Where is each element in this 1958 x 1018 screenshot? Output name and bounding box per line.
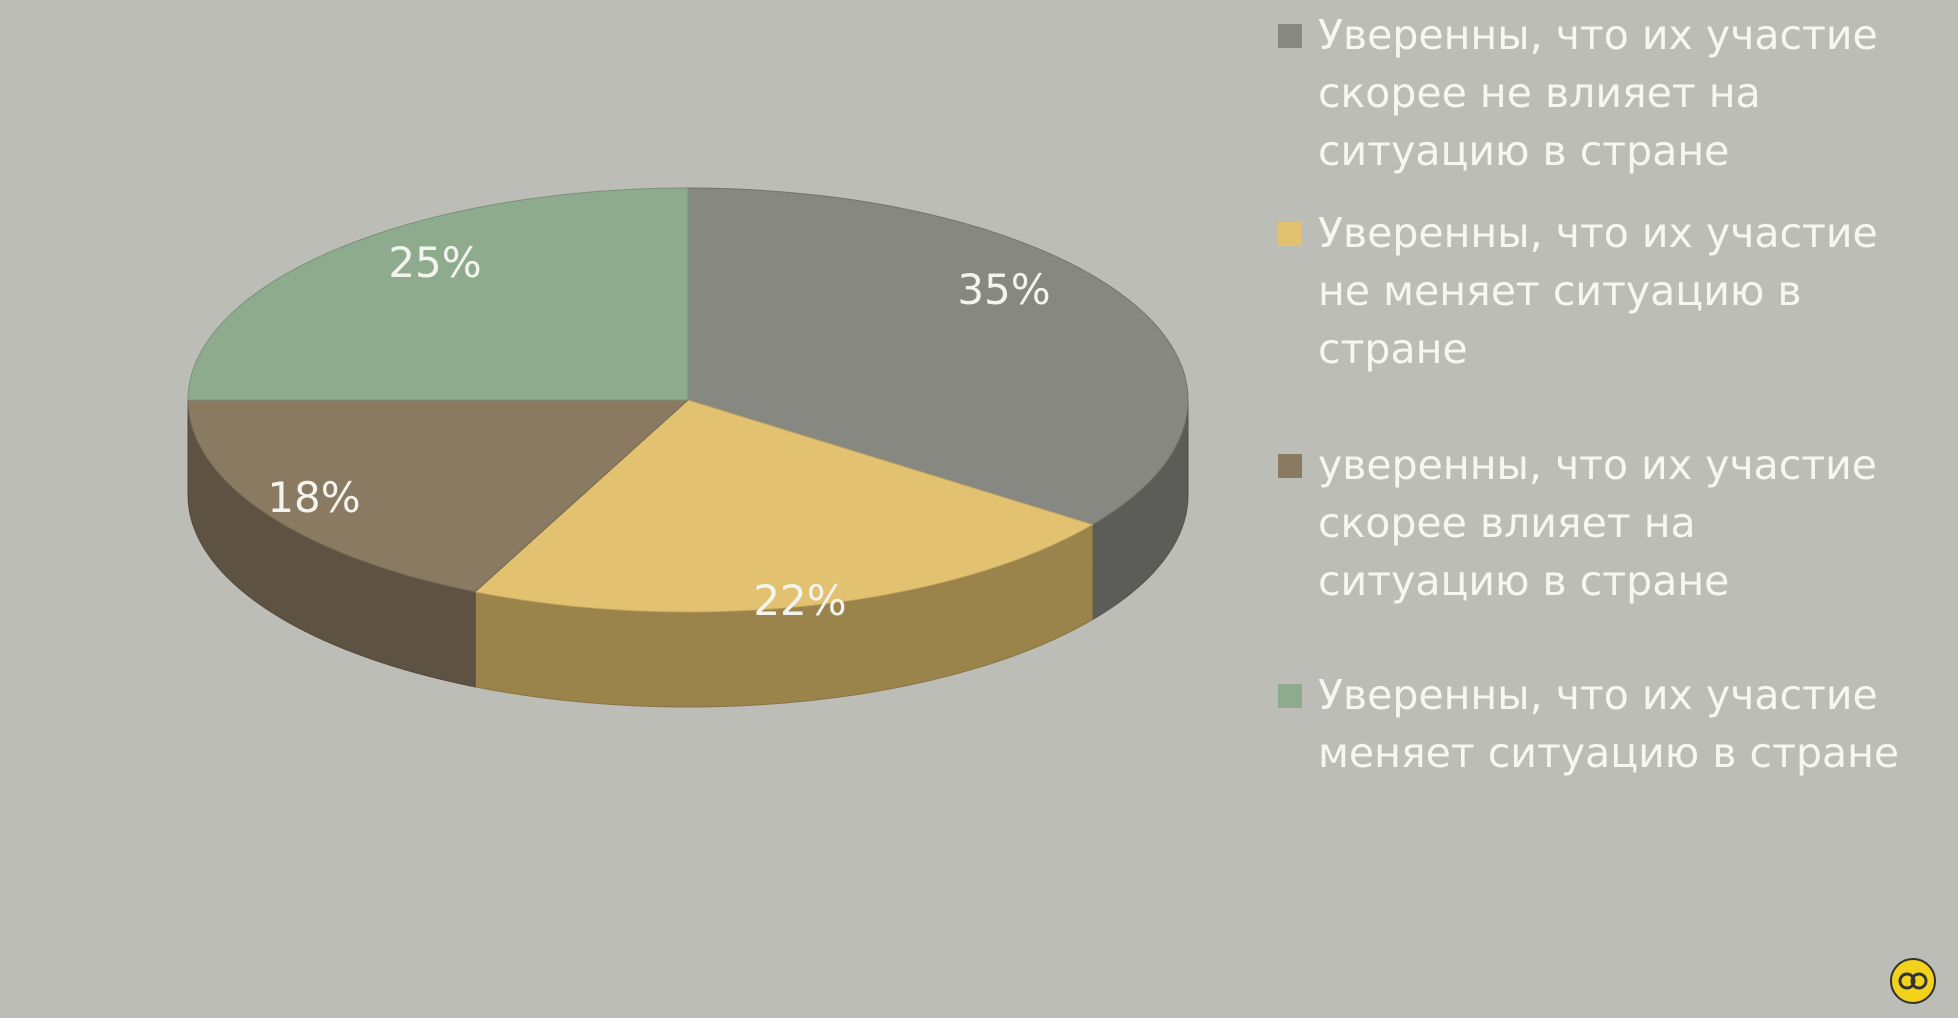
slice-label-1: 35% (957, 265, 1050, 314)
legend-swatch-4 (1278, 684, 1302, 708)
slice-label-3: 18% (267, 473, 360, 522)
legend-swatch-2 (1278, 222, 1302, 246)
slice-label-2: 22% (753, 576, 846, 625)
legend-label-4: Уверенны, что их участие меняет ситуацию… (1318, 671, 1900, 777)
legend-label-1: Уверенны, что их участие скорее не влияе… (1318, 11, 1878, 175)
legend-item-2: Уверенны, что их участие не меняет ситуа… (1278, 204, 1918, 378)
pie-slice-1 (687, 187, 1189, 526)
slice-label-4: 25% (388, 238, 481, 287)
legend-swatch-1 (1278, 24, 1302, 48)
legend-label-3: уверенны, что их участие скорее влияет н… (1318, 441, 1878, 605)
legend-item-1: Уверенны, что их участие скорее не влияе… (1278, 6, 1918, 180)
pie-slice-3 (187, 399, 690, 593)
legend-swatch-3 (1278, 454, 1302, 478)
legend-item-4: Уверенны, что их участие меняет ситуацию… (1278, 666, 1918, 782)
legend-label-2: Уверенны, что их участие не меняет ситуа… (1318, 209, 1878, 373)
legend-item-3: уверенны, что их участие скорее влияет н… (1278, 436, 1918, 610)
chart-legend: Уверенны, что их участие скорее не влияе… (1278, 6, 1918, 782)
pie-slice-4 (187, 187, 689, 401)
logo-icon (1890, 958, 1936, 1004)
